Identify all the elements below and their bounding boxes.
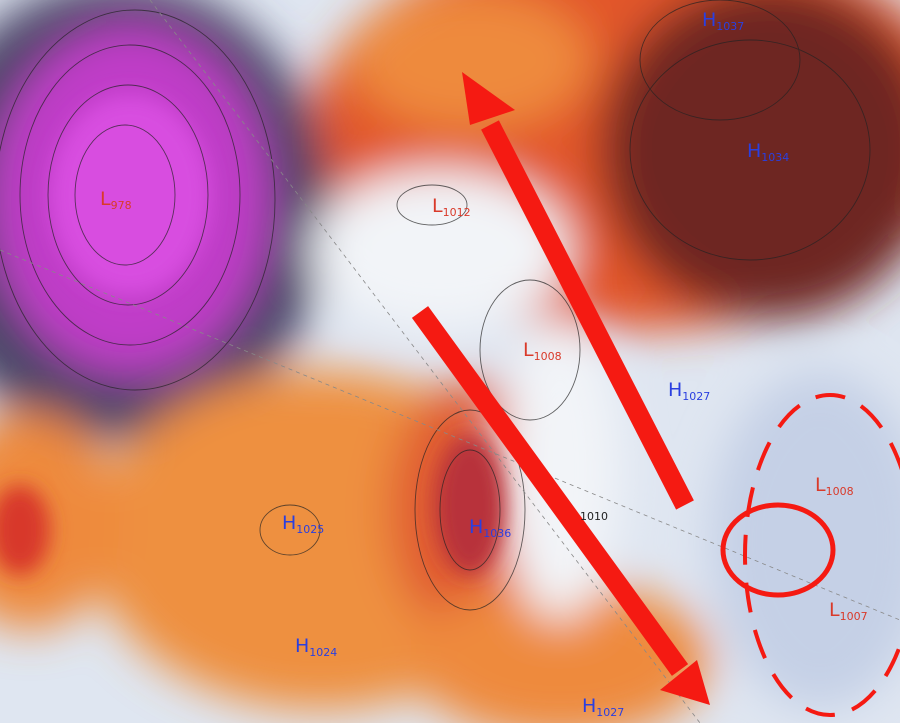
low-center: L1008 bbox=[815, 474, 854, 498]
high-center: H1027 bbox=[582, 695, 624, 719]
high-center: H1024 bbox=[295, 635, 337, 659]
annotations bbox=[411, 72, 900, 717]
high-center: H1034 bbox=[747, 140, 789, 164]
high-center: H1027 bbox=[668, 379, 710, 403]
high-center: H1037 bbox=[702, 9, 744, 33]
high-center: H1025 bbox=[282, 512, 324, 536]
high-center: H1036 bbox=[469, 516, 511, 540]
pressure-centers: L978 L1012 L1008 H1027 L1008 H1025 H1036… bbox=[100, 9, 868, 719]
low-center: L1012 bbox=[432, 195, 471, 219]
low-center: L978 bbox=[100, 188, 132, 212]
low-center: L1008 bbox=[523, 339, 562, 363]
contour-label: 1010 bbox=[580, 510, 608, 523]
low-center: L1007 bbox=[829, 599, 868, 623]
